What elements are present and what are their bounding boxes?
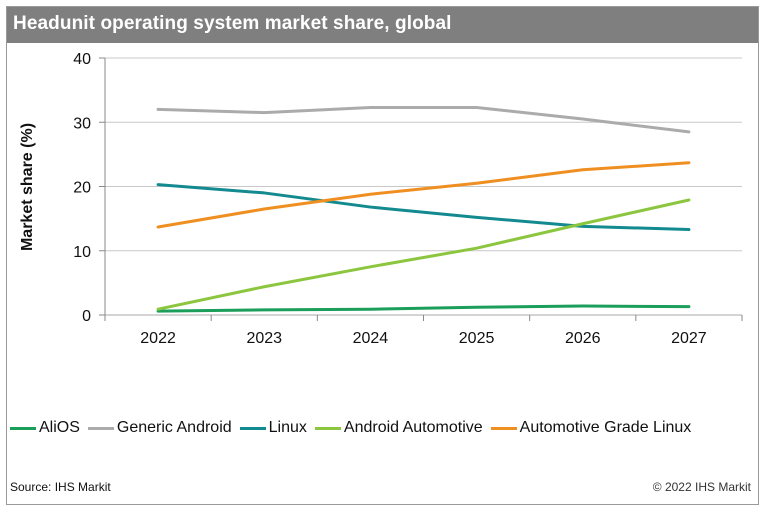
- legend-item: Linux: [239, 419, 307, 437]
- y-tick-label: 20: [73, 180, 91, 197]
- legend: AliOS Generic Android Linux Android Automot…: [10, 419, 699, 437]
- y-axis-label: Market share (%): [19, 123, 36, 251]
- source-note: Source: IHS Markit: [10, 480, 111, 494]
- legend-label: AliOS: [39, 419, 80, 436]
- series-line-linux: [156, 183, 691, 232]
- y-tick-label: 0: [82, 308, 91, 325]
- chart-frame: Headunit operating system market share, …: [6, 6, 759, 505]
- legend-label: Android Automotive: [343, 419, 483, 436]
- y-tick-label: 30: [73, 115, 91, 132]
- legend-swatch: [10, 426, 36, 430]
- legend-item: Generic Android: [87, 419, 232, 437]
- series-lines: [156, 105, 691, 313]
- axes: [99, 57, 743, 321]
- legend-swatch: [314, 426, 341, 430]
- legend-label: Linux: [268, 419, 307, 436]
- chart-title: Headunit operating system market share, …: [13, 13, 452, 34]
- x-tick-label: 2025: [459, 330, 495, 347]
- series-line-automotive-grade-linux: [156, 161, 691, 229]
- x-tick-label: 2026: [565, 330, 601, 347]
- legend-label: Generic Android: [116, 419, 232, 436]
- x-tick-label: 2023: [246, 330, 282, 347]
- legend-swatch: [239, 426, 266, 430]
- x-tick-labels: 2022 2023 2024 2025 2026 2027: [140, 330, 707, 347]
- x-tick-label: 2024: [353, 330, 389, 347]
- copyright-note: © 2022 IHS Markit: [652, 480, 751, 494]
- legend-label: Automotive Grade Linux: [519, 419, 692, 436]
- y-tick-label: 10: [73, 244, 91, 261]
- x-tick-label: 2022: [140, 330, 176, 347]
- series-line-alios: [156, 304, 691, 313]
- legend-item: AliOS: [10, 419, 80, 437]
- y-tick-labels: 0 10 20 30 40: [73, 51, 91, 325]
- legend-item: Automotive Grade Linux: [490, 419, 692, 437]
- title-bar: Headunit operating system market share, …: [7, 7, 758, 43]
- x-tick-label: 2027: [671, 330, 707, 347]
- gridlines: [105, 57, 742, 252]
- legend-swatch: [490, 426, 517, 430]
- y-tick-label: 40: [73, 51, 91, 68]
- legend-swatch: [87, 426, 114, 430]
- series-line-generic-android: [156, 105, 691, 134]
- series-line-android-automotive: [156, 198, 691, 311]
- legend-item: Android Automotive: [314, 419, 483, 437]
